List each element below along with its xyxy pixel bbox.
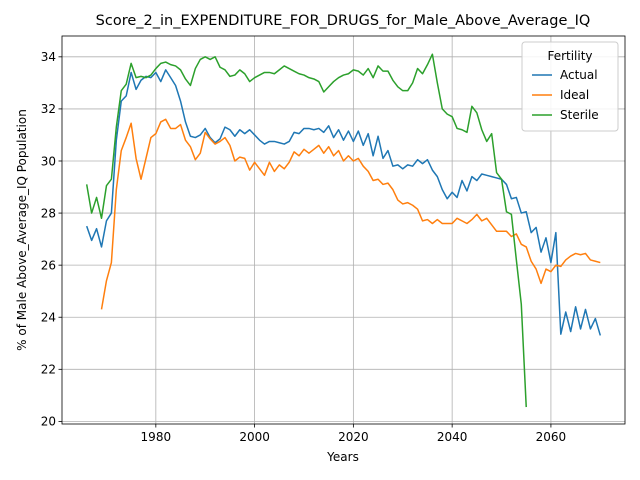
series-line-sterile [85,53,527,408]
legend-label-ideal: Ideal [560,88,589,102]
x-tick-label: 2020 [338,430,369,444]
y-tick-label: 30 [41,154,56,168]
chart-title: Score_2_in_EXPENDITURE_FOR_DRUGS_for_Mal… [96,13,591,29]
y-tick-label: 22 [41,363,56,377]
series-line-actual [85,69,602,336]
y-tick-label: 34 [41,50,56,64]
x-tick-label: 2000 [239,430,270,444]
legend-title: Fertility [547,49,592,63]
plot-area-frame [61,35,626,425]
x-tick-label: 1980 [141,430,172,444]
plot-series [85,53,602,408]
y-tick-label: 32 [41,102,56,116]
legend-frame [521,41,619,132]
x-tick-label: 2060 [536,430,567,444]
x-axis-label: Years [326,450,359,464]
legend-label-actual: Actual [560,68,598,82]
series-line-ideal [100,118,601,310]
legend-label-sterile: Sterile [560,108,599,122]
y-tick-label: 20 [41,415,56,429]
y-axis-label: % of Male Above_Average_IQ Population [15,109,29,351]
y-tick-label: 24 [41,311,56,325]
x-tick-label: 2040 [437,430,468,444]
y-tick-label: 28 [41,206,56,220]
legend: Fertility Actual Ideal Sterile [521,41,619,132]
y-tick-label: 26 [41,258,56,272]
axis-ticks: 1980 2000 2020 2040 2060 20 22 24 26 28 30 32 34 [41,50,566,444]
